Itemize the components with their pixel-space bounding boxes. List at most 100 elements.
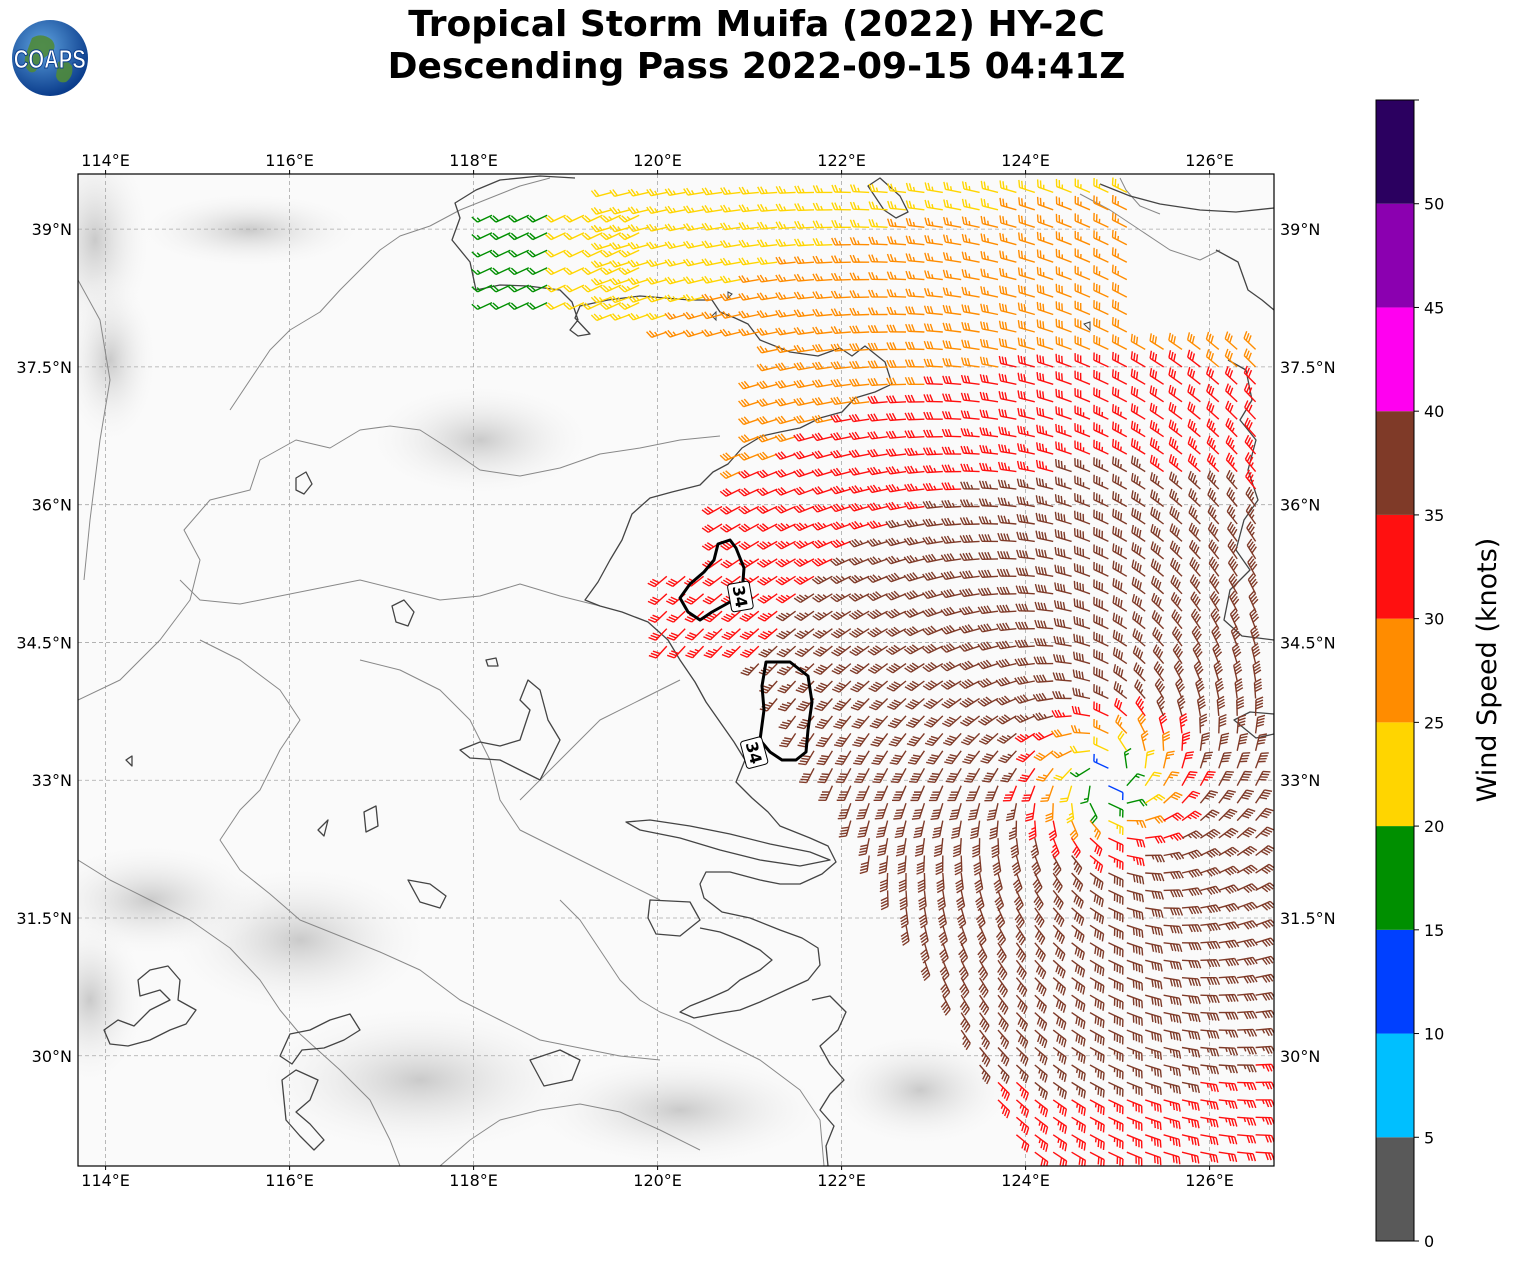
wind-barb <box>1089 854 1104 874</box>
lat-tick-label-left: 36°N <box>32 496 72 515</box>
country-borders <box>78 177 1221 1166</box>
wind-barb <box>858 837 870 857</box>
wind-barb <box>1126 1064 1143 1079</box>
wind-barb <box>1144 815 1166 824</box>
wind-barb <box>1126 854 1145 867</box>
wind-barb <box>1034 1029 1048 1049</box>
lon-tick-label-bottom: 126°E <box>1185 1171 1234 1190</box>
wind-barb <box>940 994 951 1016</box>
wind-barb <box>856 802 870 820</box>
wind-barb <box>1126 994 1143 1009</box>
lon-tick-label-top: 126°E <box>1185 151 1234 170</box>
wind-barb <box>962 750 981 765</box>
wind-barb <box>1093 719 1109 735</box>
wind-barb <box>1034 977 1047 997</box>
wind-barb <box>1237 938 1258 948</box>
wind-barb <box>955 872 964 894</box>
wind-barb <box>859 855 870 875</box>
wind-barb <box>1035 767 1054 782</box>
wind-barb <box>1181 1151 1200 1164</box>
wind-barb <box>1145 889 1164 900</box>
wind-barb <box>954 855 963 876</box>
wind-barb <box>1093 684 1109 700</box>
wind-barb <box>1255 1134 1274 1143</box>
wind-barb <box>1108 785 1124 801</box>
wind-barb <box>1089 924 1105 942</box>
wind-barb <box>1255 807 1274 822</box>
wind-barb <box>1034 1116 1049 1135</box>
wind-barb <box>1237 1064 1257 1073</box>
wind-barb <box>1034 1099 1049 1118</box>
map-title: Tropical Storm Muifa (2022) HY-2C Descen… <box>0 4 1513 88</box>
wind-barb <box>952 838 962 858</box>
wind-barb <box>913 820 926 839</box>
wind-barb <box>1034 942 1046 963</box>
wind-barb <box>1144 1151 1162 1166</box>
wind-barb <box>1145 907 1164 918</box>
wind-barb <box>1071 1099 1086 1116</box>
wind-barb <box>1008 820 1018 841</box>
wind-barb <box>1252 660 1262 682</box>
wind-barb <box>1014 694 1036 704</box>
wind-barb <box>877 837 889 857</box>
wind-barb <box>833 715 852 730</box>
wind-barb <box>869 715 889 729</box>
wind-barb <box>816 750 833 766</box>
wind-barb <box>1236 883 1258 894</box>
wind-barb <box>992 855 1002 876</box>
wind-barb <box>1053 767 1073 781</box>
lat-tick-label-left: 31.5°N <box>16 909 72 928</box>
wind-barb <box>928 785 944 802</box>
wind-barb <box>855 785 870 802</box>
wind-barb <box>1175 677 1186 699</box>
wind-barb <box>833 732 852 748</box>
wind-barb <box>1216 695 1226 716</box>
lat-tick-label-right: 33°N <box>1280 771 1320 790</box>
wind-barb <box>887 697 907 711</box>
coastline <box>103 175 1274 1166</box>
wind-barb <box>1015 750 1036 763</box>
wind-barb <box>1126 1011 1143 1026</box>
wind-barb <box>1089 907 1105 925</box>
wind-barb <box>960 1029 971 1051</box>
wind-barb <box>1163 977 1182 988</box>
wind-barb <box>1015 924 1026 946</box>
wind-barb <box>1066 803 1075 824</box>
border-segment <box>439 1103 701 1166</box>
contour-label: 34 <box>727 580 754 613</box>
lon-tick-label-top: 118°E <box>449 151 498 170</box>
wind-barb <box>957 925 968 947</box>
wind-barb <box>1052 994 1067 1013</box>
wind-barb <box>1181 994 1201 1005</box>
wind-barb <box>1033 674 1054 683</box>
wind-barb <box>975 890 985 912</box>
wind-barb <box>1237 1010 1258 1020</box>
wind-barb <box>850 698 870 711</box>
wind-barb <box>1144 1081 1162 1096</box>
wind-barb <box>813 663 833 675</box>
wind-barb <box>1071 1046 1086 1064</box>
coastline-segment <box>475 284 893 1019</box>
wind-barb <box>1163 851 1185 861</box>
wind-barb <box>906 732 925 747</box>
wind-barb <box>1126 942 1144 956</box>
wind-barb <box>1173 660 1184 682</box>
wind-barb <box>1163 1081 1181 1095</box>
wind-barb <box>1108 1064 1124 1080</box>
wind-barb <box>972 838 981 858</box>
lon-tick-label-top: 116°E <box>265 151 314 170</box>
wind-barb <box>879 872 889 893</box>
wind-barb <box>1144 771 1162 787</box>
wind-barb <box>1199 809 1220 822</box>
wind-barb <box>1218 846 1240 857</box>
wind-barb <box>1071 1012 1086 1030</box>
wind-barb <box>982 767 999 783</box>
wind-barb <box>998 750 1017 764</box>
wind-barb <box>832 698 852 711</box>
wind-barb <box>1237 1151 1257 1162</box>
coastline-segment <box>295 471 313 495</box>
wind-barb <box>1163 1064 1182 1077</box>
wind-barb <box>969 820 981 840</box>
wind-barb <box>1154 678 1166 699</box>
wind-barb <box>836 785 852 802</box>
